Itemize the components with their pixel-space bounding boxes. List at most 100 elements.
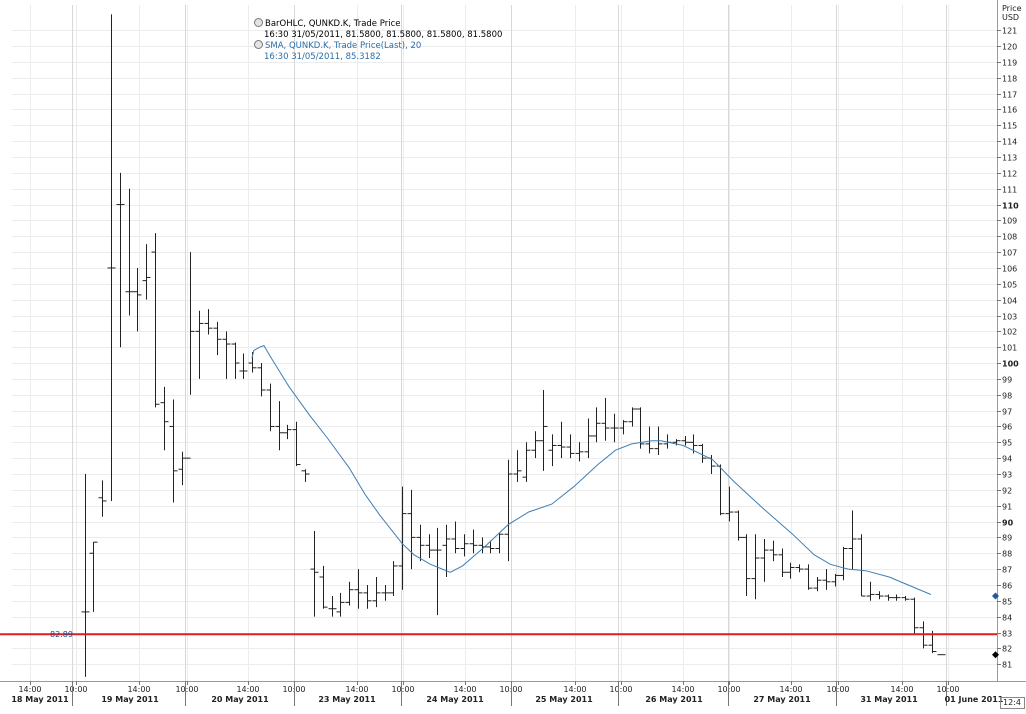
y-tick-label: 109 — [1002, 217, 1017, 226]
ohlc-bar — [822, 569, 831, 590]
ohlc-bar — [336, 592, 345, 617]
y-tick-label: 110 — [1002, 202, 1019, 211]
y-tick-label: 115 — [1002, 122, 1017, 131]
y-tick-label: 114 — [1002, 138, 1017, 147]
ohlc-bar — [734, 510, 743, 541]
x-tick-label: 10:00 — [64, 685, 87, 694]
y-tick-label: 92 — [1002, 487, 1012, 496]
y-tick-label: 90 — [1002, 519, 1014, 528]
y-axis-unit: USD — [1002, 13, 1019, 22]
ohlc-bar — [407, 489, 416, 570]
x-date-label: 24 May 2011 — [426, 695, 484, 704]
x-tick-label: 14:00 — [345, 685, 368, 694]
ohlc-bar — [495, 532, 504, 554]
y-tick-label: 105 — [1002, 281, 1017, 290]
ohlc-bar — [645, 426, 654, 454]
ohlc-bar — [681, 435, 690, 446]
ohlc-bar — [610, 413, 619, 443]
x-tick-label: 10:00 — [391, 685, 414, 694]
ohlc-bar — [769, 540, 778, 562]
y-tick-label: 111 — [1002, 186, 1017, 195]
ohlc-bar — [81, 474, 90, 677]
ohlc-bar — [504, 459, 513, 562]
y-tick-label: 108 — [1002, 233, 1017, 242]
x-date-label: 20 May 2011 — [211, 695, 269, 704]
ohlc-bars — [81, 14, 946, 677]
ohlc-bar — [892, 594, 901, 601]
ohlc-bar — [292, 421, 301, 467]
grid — [12, 5, 997, 681]
ohlc-bar — [133, 267, 142, 332]
ohlc-bar — [345, 581, 354, 606]
y-tick-label: 86 — [1002, 582, 1012, 591]
y-tick-label: 119 — [1002, 59, 1017, 68]
y-tick-label: 87 — [1002, 566, 1012, 575]
y-tick-label: 91 — [1002, 503, 1012, 512]
x-tick-label: 14:00 — [236, 685, 259, 694]
ohlc-bar — [283, 424, 292, 440]
y-tick-label: 95 — [1002, 439, 1012, 448]
ohlc-bar — [469, 529, 478, 554]
y-tick-label: 81 — [1002, 661, 1012, 670]
ohlc-bar — [486, 540, 495, 554]
ohlc-bar — [725, 486, 734, 522]
reference-line-label: 82.89 — [50, 630, 73, 639]
ohlc-bar — [592, 407, 601, 443]
ohlc-bar — [548, 434, 557, 467]
ohlc-bar — [531, 431, 540, 459]
x-date-label: 01 June 2011 — [945, 695, 1004, 704]
y-tick-label: 102 — [1002, 328, 1017, 337]
series-settings-icon[interactable] — [254, 40, 263, 49]
ohlc-bar — [231, 342, 240, 379]
ohlc-bar — [742, 534, 751, 597]
y-tick-label: 97 — [1002, 408, 1012, 417]
ohlc-bar — [328, 596, 337, 617]
y-tick-label: 100 — [1002, 360, 1019, 369]
legend-sma[interactable]: SMA, QUNKD.K, Trade Price(Last), 20 — [254, 40, 502, 52]
reference-line: 82.89 — [0, 630, 997, 639]
ohlc-bar — [751, 534, 760, 600]
y-tick-label: 116 — [1002, 106, 1017, 115]
ohlc-bar — [786, 562, 795, 579]
y-tick-label: 103 — [1002, 313, 1017, 322]
x-axis: 14:00 10:00 14:00 10:00 14:00 10:00 14:00 10:00… — [0, 681, 1026, 709]
legend: BarOHLC, QUNKD.K, Trade Price 16:30 31/0… — [254, 18, 502, 62]
y-tick-label: 104 — [1002, 297, 1017, 306]
y-tick-label: 88 — [1002, 550, 1012, 559]
x-tick-label: 14:00 — [890, 685, 913, 694]
y-tick-label: 83 — [1002, 630, 1012, 639]
ohlc-bar — [884, 594, 893, 601]
y-tick-label: 94 — [1002, 455, 1012, 464]
ohlc-bar — [398, 486, 407, 590]
ohlc-bar — [451, 521, 460, 554]
y-tick-label: 93 — [1002, 471, 1012, 480]
ohlc-bar — [778, 548, 787, 578]
ohlc-bar — [831, 573, 840, 587]
y-tick-label: 118 — [1002, 75, 1017, 84]
ohlc-bar — [848, 510, 857, 570]
ohlc-bar — [98, 480, 107, 517]
ohlc-bar — [513, 450, 522, 482]
legend-ohlc[interactable]: BarOHLC, QUNKD.K, Trade Price — [254, 18, 502, 30]
ohlc-bar — [354, 569, 363, 609]
ohlc-bar — [213, 321, 222, 356]
series-settings-icon[interactable] — [254, 18, 263, 27]
ohlc-bar — [813, 577, 822, 592]
ohlc-bar — [539, 389, 548, 471]
ohlc-bar — [204, 309, 213, 335]
ohlc-bar — [116, 172, 125, 348]
ohlc-bar — [186, 252, 195, 459]
ohlc-bar — [125, 188, 134, 316]
y-tick-label: 121 — [1002, 27, 1017, 36]
ohlc-bar — [857, 534, 866, 597]
x-date-label: 25 May 2011 — [535, 695, 593, 704]
ohlc-bar — [222, 331, 231, 379]
ohlc-bar — [275, 401, 284, 451]
ohlc-bar — [239, 353, 248, 379]
legend-ohlc-title: BarOHLC, QUNKD.K, Trade Price — [265, 19, 401, 29]
y-tick-label: 120 — [1002, 43, 1017, 52]
y-tick-label: 98 — [1002, 392, 1012, 401]
ohlc-bar — [160, 386, 169, 451]
